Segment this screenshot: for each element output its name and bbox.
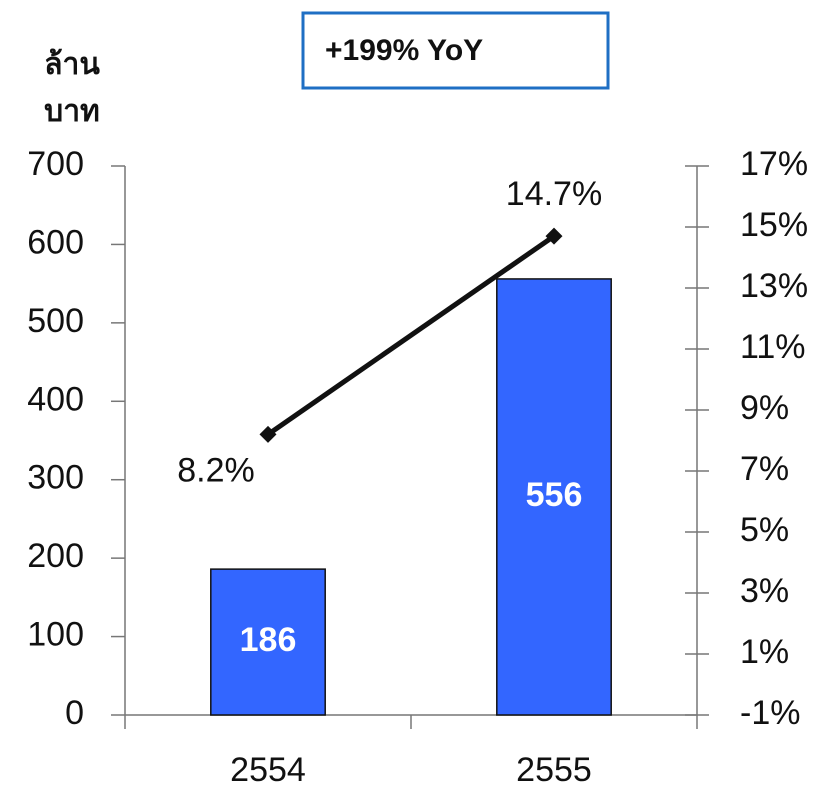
y-tick-label: 200 [27,537,84,575]
y-tick-label: 500 [27,302,84,340]
bar-value-label: 186 [240,621,297,659]
line-marker [545,227,563,245]
annotation-box [301,11,610,90]
bar [496,278,612,716]
y2-tick-label: 9% [740,389,789,427]
line-value-label: 8.2% [177,451,255,489]
y2-tick-label: 15% [740,206,808,244]
annotation: +199% YoY [325,34,483,67]
y2-tick-label: 11% [740,328,806,366]
line [266,234,556,437]
y2-tick-label: 5% [740,511,789,549]
x-tick-label: 2555 [516,751,592,789]
y2-tick-label: 1% [740,633,789,671]
y-tick-label: 0 [65,694,84,732]
y2-tick-label: -1% [740,694,800,732]
y-axis-label: บาท [44,95,100,128]
x-tick-label: 2554 [230,751,306,789]
y2-tick-label: 3% [740,572,789,610]
y2-tick-label: 7% [740,450,789,488]
y2-tick-label: 13% [740,267,808,305]
line-value-label: 14.7% [506,175,602,213]
y2-tick-label: 17% [740,145,808,183]
y-tick-label: 300 [27,459,84,497]
y-tick-label: 400 [27,380,84,418]
y-tick-label: 100 [27,616,84,654]
bar-value-label: 556 [526,476,583,514]
y-tick-label: 700 [27,145,84,183]
line-marker [259,425,277,443]
y-axis-label: ล้าน [44,48,100,81]
bar [210,568,326,716]
y-tick-label: 600 [27,223,84,261]
